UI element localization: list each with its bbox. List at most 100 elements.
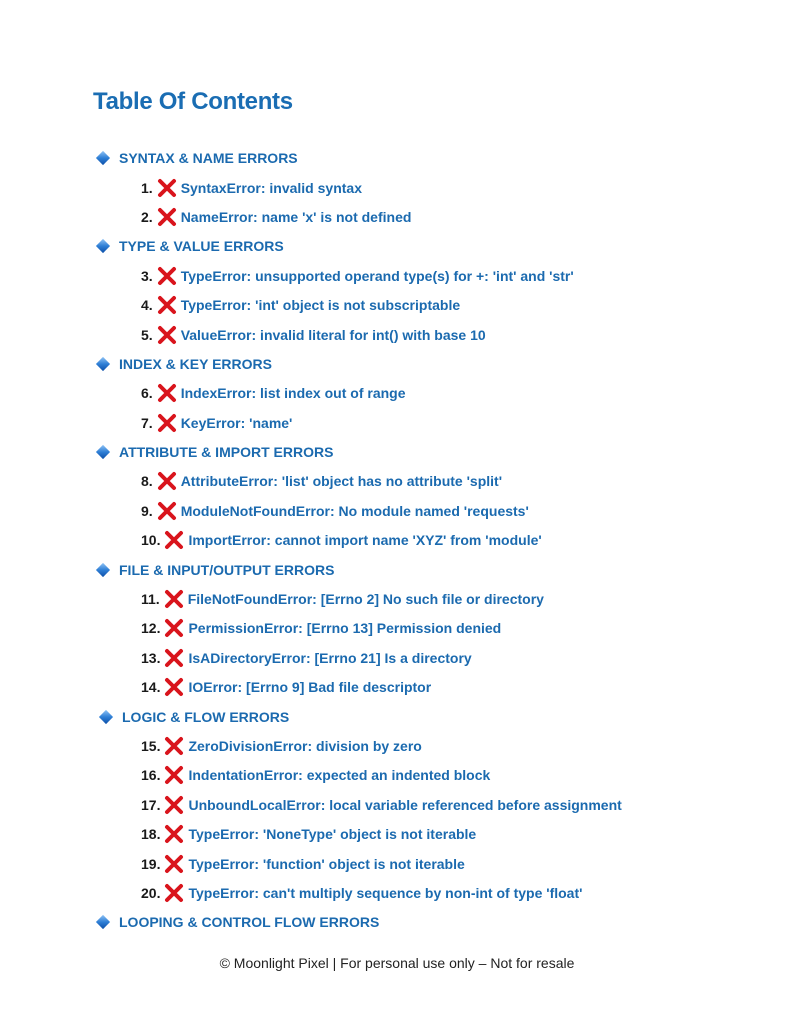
item-label: IndexError: list index out of range (180, 385, 406, 402)
toc-item[interactable]: 7. KeyError: 'name' (0, 408, 794, 437)
toc-item[interactable]: 6. IndexError: list index out of range (0, 379, 794, 408)
section-label: TYPE & VALUE ERRORS (119, 238, 284, 255)
toc-item[interactable]: 9. ModuleNotFoundError: No module named '… (0, 496, 794, 525)
item-label: KeyError: 'name' (180, 414, 293, 431)
toc-item[interactable]: 1. SyntaxError: invalid syntax (0, 173, 794, 202)
section-label: FILE & INPUT/OUTPUT ERRORS (119, 561, 335, 578)
red-x-icon (157, 178, 177, 198)
red-x-icon (157, 471, 177, 491)
item-number: 15. (141, 738, 161, 754)
item-number: 10. (141, 532, 161, 549)
item-number: 17. (141, 796, 161, 813)
toc-item[interactable]: 13. IsADirectoryError: [Errno 21] Is a di… (0, 643, 794, 672)
red-x-icon (164, 589, 184, 609)
item-label: ImportError: cannot import name 'XYZ' fr… (188, 532, 542, 549)
item-label: NameError: name 'x' is not defined (180, 208, 412, 225)
item-number: 12. (141, 620, 161, 637)
blue-diamond-icon (95, 915, 111, 930)
toc-item[interactable]: 3. TypeError: unsupported operand type(s)… (0, 261, 794, 290)
toc-item[interactable]: 19. TypeError: 'function' object is not i… (0, 849, 794, 878)
toc-section[interactable]: ATTRIBUTE & IMPORT ERRORS (0, 437, 794, 466)
toc-item[interactable]: 12. PermissionError: [Errno 13] Permissio… (0, 614, 794, 643)
red-x-icon (164, 618, 184, 638)
blue-diamond-icon (95, 562, 111, 577)
toc-section[interactable]: TYPE & VALUE ERRORS (0, 232, 794, 261)
item-number: 14. (141, 679, 161, 696)
item-label: ZeroDivisionError: division by zero (188, 738, 422, 754)
red-x-icon (157, 207, 177, 227)
item-label: TypeError: unsupported operand type(s) f… (180, 267, 574, 284)
item-number: 11. (141, 591, 160, 608)
section-label: SYNTAX & NAME ERRORS (119, 150, 298, 167)
red-x-icon (157, 413, 177, 433)
toc-section[interactable]: FILE & INPUT/OUTPUT ERRORS (0, 555, 794, 584)
red-x-icon (164, 648, 184, 668)
item-label: IsADirectoryError: [Errno 21] Is a direc… (188, 649, 472, 666)
section-label: LOGIC & FLOW ERRORS (122, 708, 290, 725)
item-number: 3. (141, 267, 153, 284)
item-number: 4. (141, 297, 153, 314)
red-x-icon (164, 677, 184, 697)
item-label: IOError: [Errno 9] Bad file descriptor (188, 679, 432, 696)
item-number: 19. (141, 855, 161, 872)
toc-section[interactable]: SYNTAX & NAME ERRORS (0, 144, 794, 173)
item-label: SyntaxError: invalid syntax (180, 179, 362, 196)
item-number: 13. (141, 649, 161, 666)
red-x-icon (164, 883, 184, 903)
item-label: TypeError: can't multiply sequence by no… (188, 884, 583, 901)
footer-copyright: © Moonlight Pixel | For personal use onl… (219, 955, 575, 971)
item-number: 6. (141, 385, 153, 402)
blue-diamond-icon (95, 356, 111, 371)
toc-item[interactable]: 15. ZeroDivisionError: division by zero (0, 731, 794, 760)
toc-item[interactable]: 16. IndentationError: expected an indente… (0, 761, 794, 790)
section-label: LOOPING & CONTROL FLOW ERRORS (119, 914, 380, 931)
red-x-icon (164, 824, 184, 844)
toc-section[interactable]: LOOPING & CONTROL FLOW ERRORS (0, 908, 794, 937)
toc-item[interactable]: 18. TypeError: 'NoneType' object is not i… (0, 819, 794, 848)
toc-item[interactable]: 4. TypeError: 'int' object is not subscri… (0, 290, 794, 319)
red-x-icon (157, 266, 177, 286)
item-label: TypeError: 'function' object is not iter… (188, 855, 465, 872)
item-number: 16. (141, 767, 161, 784)
red-x-icon (164, 854, 184, 874)
blue-diamond-icon (95, 239, 111, 254)
blue-diamond-icon (95, 151, 111, 166)
red-x-icon (157, 383, 177, 403)
red-x-icon (164, 530, 184, 550)
toc-item[interactable]: 20. TypeError: can't multiply sequence by… (0, 878, 794, 907)
item-number: 1. (141, 179, 153, 196)
item-number: 18. (141, 826, 161, 843)
toc-item[interactable]: 14. IOError: [Errno 9] Bad file descripto… (0, 673, 794, 702)
section-label: INDEX & KEY ERRORS (119, 355, 272, 372)
red-x-icon (157, 501, 177, 521)
toc-item[interactable]: 5. ValueError: invalid literal for int() … (0, 320, 794, 349)
toc-item[interactable]: 2. NameError: name 'x' is not defined (0, 202, 794, 231)
red-x-icon (164, 736, 184, 756)
item-number: 7. (141, 414, 153, 431)
item-label: TypeError: 'NoneType' object is not iter… (188, 826, 477, 843)
item-label: TypeError: 'int' object is not subscript… (180, 297, 461, 314)
item-label: PermissionError: [Errno 13] Permission d… (188, 620, 502, 637)
toc-item[interactable]: 8. AttributeError: 'list' object has no a… (0, 467, 794, 496)
section-label: ATTRIBUTE & IMPORT ERRORS (119, 444, 334, 461)
item-number: 2. (141, 208, 153, 225)
page-title: Table Of Contents (93, 88, 293, 115)
toc-item[interactable]: 17. UnboundLocalError: local variable ref… (0, 790, 794, 819)
blue-diamond-icon (98, 709, 114, 724)
item-number: 8. (141, 473, 153, 490)
item-number: 5. (141, 326, 153, 343)
item-label: FileNotFoundError: [Errno 2] No such fil… (187, 591, 544, 608)
item-number: 20. (141, 884, 161, 901)
toc-item[interactable]: 11. FileNotFoundError: [Errno 2] No such … (0, 584, 794, 613)
toc-section[interactable]: INDEX & KEY ERRORS (0, 349, 794, 378)
item-label: ModuleNotFoundError: No module named 're… (180, 502, 529, 519)
red-x-icon (157, 295, 177, 315)
item-number: 9. (141, 502, 153, 519)
red-x-icon (157, 325, 177, 345)
toc-section[interactable]: LOGIC & FLOW ERRORS (0, 702, 794, 731)
toc-item[interactable]: 10. ImportError: cannot import name 'XYZ'… (0, 526, 794, 555)
item-label: ValueError: invalid literal for int() wi… (180, 326, 486, 343)
red-x-icon (164, 795, 184, 815)
item-label: UnboundLocalError: local variable refere… (188, 796, 622, 813)
table-of-contents: SYNTAX & NAME ERRORS 1. SyntaxError: inval… (0, 144, 794, 938)
